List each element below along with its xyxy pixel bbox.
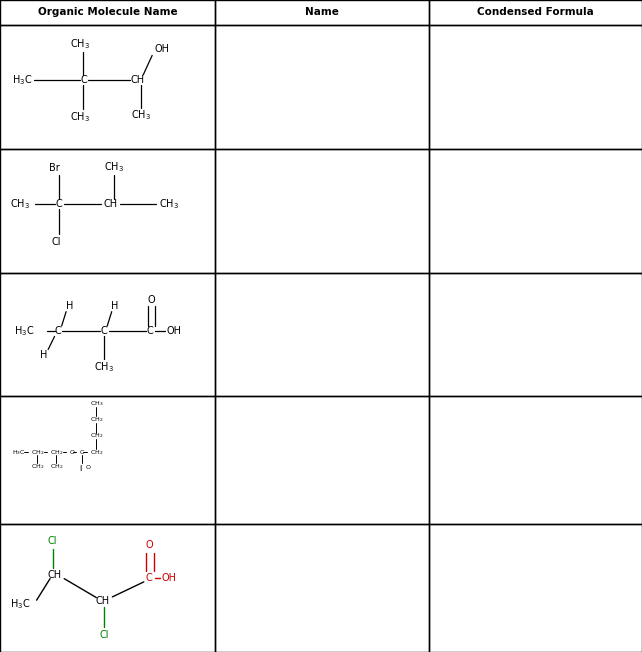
Text: H$_3$C: H$_3$C — [10, 597, 30, 611]
Text: CH$_2$: CH$_2$ — [31, 462, 44, 471]
Text: CH$_2$: CH$_2$ — [50, 448, 64, 456]
Bar — [215, 149, 429, 273]
Bar — [0, 273, 215, 396]
Text: C: C — [55, 326, 61, 336]
Text: H: H — [65, 301, 73, 312]
Text: CH: CH — [96, 596, 110, 606]
Text: CH$_3$: CH$_3$ — [70, 110, 91, 124]
Text: OH: OH — [154, 44, 169, 54]
Text: Name: Name — [305, 7, 339, 18]
Bar — [215, 396, 429, 524]
Text: CH$_3$: CH$_3$ — [90, 399, 103, 408]
Text: O: O — [148, 295, 155, 305]
Text: H$_3$C: H$_3$C — [12, 448, 25, 456]
Text: C: C — [146, 573, 152, 583]
Text: OH: OH — [166, 326, 181, 336]
Bar — [215, 524, 429, 652]
Text: Cl: Cl — [51, 237, 60, 247]
Bar — [429, 396, 642, 524]
Text: CH$_3$: CH$_3$ — [130, 108, 151, 123]
Bar — [429, 25, 642, 149]
Text: H: H — [40, 349, 48, 360]
Text: CH: CH — [48, 570, 62, 580]
Bar — [429, 149, 642, 273]
Bar — [215, 273, 429, 396]
Text: C: C — [80, 450, 84, 454]
Text: Condensed Formula: Condensed Formula — [477, 7, 594, 18]
Text: H: H — [110, 301, 118, 312]
Bar — [0, 0, 215, 25]
Bar — [429, 0, 642, 25]
Bar — [429, 524, 642, 652]
Text: CH$_2$: CH$_2$ — [50, 462, 64, 471]
Text: Organic Molecule Name: Organic Molecule Name — [38, 7, 177, 18]
Bar — [0, 25, 215, 149]
Bar — [429, 273, 642, 396]
Text: OH: OH — [162, 573, 177, 583]
Text: Cl: Cl — [48, 536, 57, 546]
Text: C: C — [56, 199, 62, 209]
Text: O: O — [146, 541, 153, 550]
Bar — [0, 396, 215, 524]
Bar — [0, 149, 215, 273]
Text: H$_3$C: H$_3$C — [14, 324, 35, 338]
Text: CH$_2$: CH$_2$ — [90, 448, 103, 456]
Text: CH$_3$: CH$_3$ — [159, 197, 178, 211]
Text: C: C — [147, 326, 153, 336]
Text: CH$_2$: CH$_2$ — [31, 448, 44, 456]
Text: CH$_3$: CH$_3$ — [104, 160, 125, 175]
Text: CH$_3$: CH$_3$ — [10, 197, 30, 211]
Text: H$_3$C: H$_3$C — [12, 73, 32, 87]
Text: CH$_3$: CH$_3$ — [94, 360, 114, 374]
Bar — [0, 524, 215, 652]
Text: CH$_2$: CH$_2$ — [90, 432, 103, 440]
Text: CH$_2$: CH$_2$ — [90, 415, 103, 424]
Text: CH$_3$: CH$_3$ — [70, 37, 91, 52]
Text: C: C — [80, 75, 87, 85]
Text: $\parallel$: $\parallel$ — [78, 464, 83, 473]
Text: O: O — [86, 466, 91, 470]
Text: Cl: Cl — [100, 630, 108, 640]
Bar — [215, 0, 429, 25]
Text: O: O — [69, 450, 74, 454]
Text: C: C — [101, 326, 107, 336]
Text: CH: CH — [103, 199, 117, 209]
Text: CH: CH — [131, 75, 145, 85]
Bar — [215, 25, 429, 149]
Text: Br: Br — [49, 162, 60, 173]
